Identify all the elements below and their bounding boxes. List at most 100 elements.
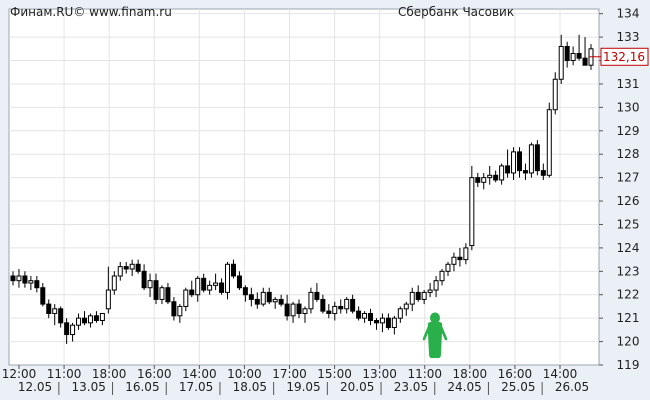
candle-body bbox=[34, 280, 40, 289]
x-time-label: 17:00 bbox=[272, 367, 307, 381]
candle-body bbox=[552, 78, 558, 111]
y-tick-label: 131 bbox=[617, 77, 640, 91]
candle-body bbox=[64, 322, 70, 336]
candle-body bbox=[463, 247, 469, 261]
candle-body bbox=[46, 303, 52, 314]
x-date-label: 26.05 bbox=[555, 380, 589, 394]
candle-body bbox=[546, 109, 552, 176]
candle-body bbox=[171, 301, 177, 317]
candle-body bbox=[326, 310, 332, 314]
candle-body bbox=[451, 256, 457, 265]
candle-body bbox=[379, 317, 385, 324]
y-tick-label: 129 bbox=[617, 124, 640, 138]
x-time-label: 12:00 bbox=[2, 367, 37, 381]
candle-body bbox=[76, 317, 82, 326]
x-date-label: 17.05 bbox=[179, 380, 213, 394]
y-tick-label: 125 bbox=[617, 217, 640, 231]
x-time-label: 11:00 bbox=[407, 367, 442, 381]
x-date-label: 24.05 bbox=[447, 380, 481, 394]
candle-body bbox=[117, 266, 123, 277]
candle-body bbox=[314, 291, 320, 300]
candle-body bbox=[320, 298, 326, 312]
candle-body bbox=[10, 275, 16, 282]
candle-body bbox=[52, 308, 58, 314]
candle-body bbox=[403, 303, 409, 310]
candle-body bbox=[409, 291, 415, 305]
candle-body bbox=[576, 53, 582, 59]
x-time-label: 18:00 bbox=[453, 367, 488, 381]
y-tick-label: 120 bbox=[617, 335, 640, 349]
x-axis: 12:00 11:00 18:00 16:00 14:00 10:00 17:00 15:00… bbox=[2, 365, 589, 395]
candle-body bbox=[225, 263, 231, 293]
x-time-label: 16:00 bbox=[498, 367, 533, 381]
candle-body bbox=[302, 308, 308, 314]
candle-body bbox=[469, 177, 475, 247]
candle-body bbox=[93, 315, 99, 322]
candle-body bbox=[540, 170, 546, 176]
candle-body bbox=[534, 144, 540, 172]
candle-body bbox=[344, 298, 350, 310]
candle-body bbox=[16, 275, 22, 282]
candle-body bbox=[82, 317, 88, 324]
candle-body bbox=[421, 291, 427, 300]
candle-body bbox=[528, 144, 534, 174]
instrument-title: Сбербанк Часовик bbox=[398, 5, 514, 19]
x-date-label: 19.05 bbox=[286, 380, 320, 394]
y-tick-label: 126 bbox=[617, 194, 640, 208]
candle-body bbox=[564, 45, 570, 62]
candle-body bbox=[189, 289, 195, 296]
candles bbox=[10, 34, 594, 344]
candle-body bbox=[260, 291, 266, 305]
candle-body bbox=[487, 174, 493, 179]
candle-body bbox=[427, 289, 433, 293]
candle-body bbox=[70, 324, 76, 336]
candle-body bbox=[123, 266, 129, 270]
candle-body bbox=[141, 270, 147, 289]
candle-body bbox=[242, 287, 248, 296]
candle-body bbox=[153, 280, 159, 300]
candle-body bbox=[58, 308, 64, 324]
candle-body bbox=[385, 317, 391, 329]
x-date-label: 16.05 bbox=[125, 380, 159, 394]
y-tick-label: 123 bbox=[617, 264, 640, 278]
candle-body bbox=[111, 275, 117, 291]
candle-body bbox=[266, 291, 272, 303]
candle-body bbox=[457, 256, 463, 261]
x-date-label: 25.05 bbox=[501, 380, 535, 394]
candle-body bbox=[87, 315, 93, 324]
candle-body bbox=[493, 174, 499, 181]
candle-body bbox=[195, 277, 201, 296]
candle-body bbox=[570, 53, 576, 62]
candle-body bbox=[391, 317, 397, 329]
candle-body bbox=[207, 284, 213, 291]
candle-body bbox=[415, 291, 421, 300]
candle-body bbox=[475, 177, 481, 183]
candle-body bbox=[582, 57, 588, 66]
candle-body bbox=[22, 275, 28, 284]
candle-body bbox=[332, 305, 338, 314]
x-time-label: 15:00 bbox=[317, 367, 352, 381]
x-date-label: 13.05 bbox=[72, 380, 106, 394]
grid-lines bbox=[9, 9, 599, 365]
x-date-label: 23.05 bbox=[394, 380, 428, 394]
x-time-label: 16:00 bbox=[137, 367, 172, 381]
candle-body bbox=[129, 263, 135, 270]
y-tick-label: 124 bbox=[617, 241, 640, 255]
candle-body bbox=[213, 282, 219, 286]
candle-body bbox=[177, 305, 183, 317]
candle-body bbox=[338, 305, 344, 310]
candle-body bbox=[368, 312, 374, 322]
candle-body bbox=[147, 280, 153, 289]
y-tick-label: 119 bbox=[617, 358, 640, 372]
x-time-label: 10:00 bbox=[227, 367, 262, 381]
x-date-label: 20.05 bbox=[340, 380, 374, 394]
candle-body bbox=[135, 263, 141, 272]
candle-body bbox=[511, 151, 517, 174]
candle-body bbox=[356, 310, 362, 319]
y-tick-label: 134 bbox=[617, 7, 640, 21]
candle-body bbox=[219, 282, 225, 293]
candle-body bbox=[522, 170, 528, 174]
candle-body bbox=[40, 287, 46, 305]
